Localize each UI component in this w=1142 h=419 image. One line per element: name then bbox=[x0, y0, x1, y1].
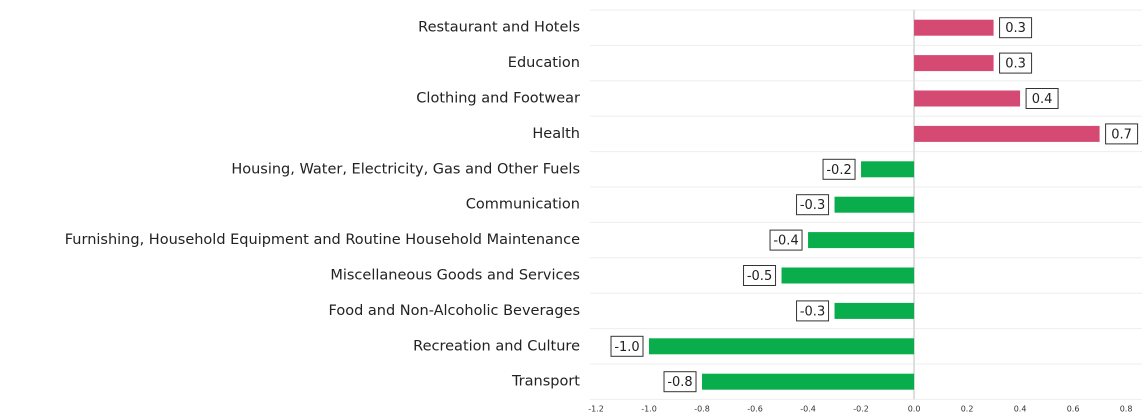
value-label-box bbox=[1105, 123, 1139, 145]
value-label-box bbox=[999, 17, 1033, 39]
category-label: Recreation and Culture bbox=[413, 338, 580, 354]
bar bbox=[914, 55, 994, 72]
category-label: Health bbox=[532, 126, 580, 142]
bar bbox=[834, 196, 915, 213]
category-label: Education bbox=[508, 55, 580, 71]
value-label: -0.3 bbox=[800, 198, 825, 213]
bar bbox=[914, 19, 994, 36]
value-label: -1.0 bbox=[614, 340, 639, 355]
value-label: 0.4 bbox=[1032, 92, 1053, 107]
bar bbox=[914, 90, 1021, 107]
x-tick-label: 0.6 bbox=[1067, 405, 1080, 414]
value-label: 0.7 bbox=[1111, 127, 1132, 142]
bar bbox=[649, 338, 915, 355]
category-label: Miscellaneous Goods and Services bbox=[330, 268, 580, 284]
x-tick-label: -0.4 bbox=[800, 405, 816, 414]
x-tick-label: -0.6 bbox=[747, 405, 763, 414]
x-tick-label: -1.0 bbox=[641, 405, 657, 414]
x-tick-label: 0.2 bbox=[961, 405, 974, 414]
value-label-box bbox=[999, 52, 1033, 74]
category-label: Housing, Water, Electricity, Gas and Oth… bbox=[231, 161, 580, 177]
value-label: -0.8 bbox=[667, 375, 692, 390]
bar bbox=[808, 232, 915, 249]
value-label: -0.2 bbox=[826, 163, 851, 178]
value-label-box bbox=[743, 265, 777, 286]
bar bbox=[834, 302, 915, 319]
value-label-box bbox=[822, 158, 856, 180]
bar bbox=[702, 373, 915, 390]
bar bbox=[914, 125, 1100, 142]
value-label-box bbox=[663, 371, 697, 393]
bar bbox=[861, 161, 915, 178]
value-label: -0.4 bbox=[773, 234, 798, 249]
x-tick-label: 0.0 bbox=[908, 405, 921, 414]
x-tick-label: 0.8 bbox=[1120, 405, 1133, 414]
x-tick-label: -1.2 bbox=[588, 405, 604, 414]
value-label: -0.3 bbox=[800, 304, 825, 319]
value-label-box bbox=[796, 300, 830, 322]
value-label-box bbox=[796, 194, 830, 216]
category-label: Clothing and Footwear bbox=[416, 91, 580, 107]
x-tick-label: 0.4 bbox=[1014, 405, 1027, 414]
x-tick-label: -0.8 bbox=[694, 405, 710, 414]
category-label: Food and Non-Alcoholic Beverages bbox=[329, 303, 580, 319]
value-label: -0.5 bbox=[747, 269, 772, 284]
value-label-box bbox=[610, 335, 644, 357]
value-label: 0.3 bbox=[1005, 57, 1026, 72]
category-label: Transport bbox=[511, 374, 580, 390]
value-label: 0.3 bbox=[1005, 21, 1026, 36]
x-tick-label: -0.2 bbox=[853, 405, 869, 414]
category-label: Furnishing, Household Equipment and Rout… bbox=[65, 232, 580, 248]
bar bbox=[781, 267, 915, 284]
category-label: Communication bbox=[466, 197, 580, 213]
value-label-box bbox=[1025, 88, 1059, 109]
value-label-box bbox=[769, 229, 803, 251]
category-label: Restaurant and Hotels bbox=[418, 20, 580, 36]
